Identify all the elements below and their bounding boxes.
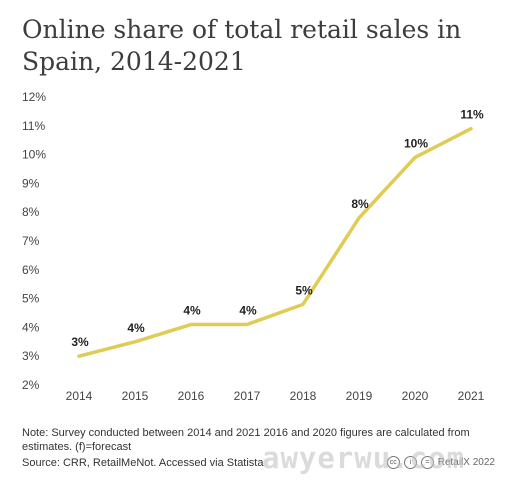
y-tick-label: 8% xyxy=(22,205,40,219)
y-tick-label: 3% xyxy=(22,349,40,363)
chart-title: Online share of total retail sales in Sp… xyxy=(22,15,462,76)
series-line xyxy=(77,126,473,358)
y-tick-label: 7% xyxy=(22,234,40,248)
data-label: 4% xyxy=(239,304,257,318)
y-tick-label: 11% xyxy=(22,119,45,133)
cc-license-icon: cc xyxy=(386,456,400,469)
x-tick-label: 2019 xyxy=(346,389,373,403)
data-label: 4% xyxy=(127,321,145,335)
nd-license-icon: = xyxy=(420,456,434,469)
y-tick-label: 2% xyxy=(22,378,40,392)
brand-footer: cc i = RetailX 2022 xyxy=(386,456,495,469)
data-label: 4% xyxy=(183,304,201,318)
data-label: 5% xyxy=(295,283,313,297)
chart-note: Note: Survey conducted between 2014 and … xyxy=(22,427,470,453)
watermark: awyerwu.com xyxy=(262,441,466,475)
data-label: 10% xyxy=(404,136,428,150)
chart-source: Source: CRR, RetailMeNot. Accessed via S… xyxy=(22,457,264,469)
x-tick-label: 2016 xyxy=(178,389,205,403)
x-tick-label: 2014 xyxy=(66,389,93,403)
x-tick-label: 2017 xyxy=(234,389,261,403)
data-label: 11% xyxy=(460,108,484,122)
y-tick-label: 9% xyxy=(22,176,40,190)
data-label: 8% xyxy=(351,197,369,211)
line-chart: 2% 3% 4% 5% 6% 7% 8% 9% 10% 11% 12% 2014 2015 2016 201… xyxy=(22,90,485,403)
y-tick-label: 4% xyxy=(22,320,40,334)
by-license-icon: i xyxy=(403,456,417,469)
y-tick-label: 6% xyxy=(22,263,40,277)
x-tick-label: 2021 xyxy=(458,389,485,403)
data-label: 3% xyxy=(71,335,89,349)
x-tick-label: 2020 xyxy=(402,389,429,403)
y-tick-label: 12% xyxy=(22,90,46,104)
x-tick-label: 2015 xyxy=(122,389,149,403)
brand-name: RetailX 2022 xyxy=(437,457,495,468)
x-tick-label: 2018 xyxy=(290,389,317,403)
y-tick-label: 10% xyxy=(22,148,46,162)
y-tick-label: 5% xyxy=(22,292,40,306)
